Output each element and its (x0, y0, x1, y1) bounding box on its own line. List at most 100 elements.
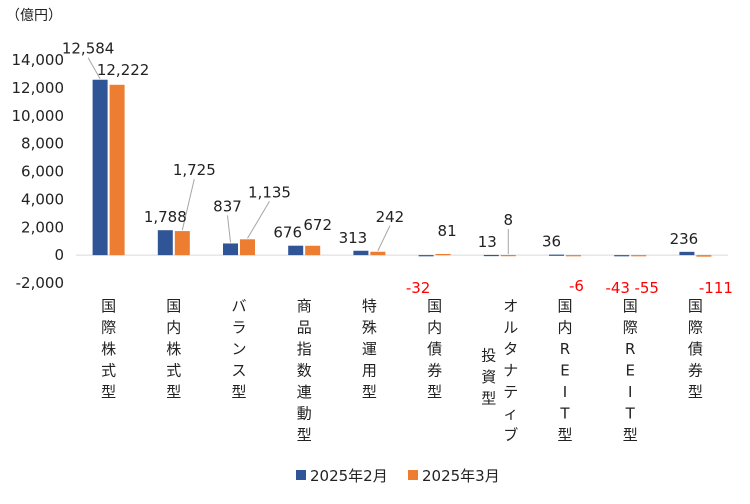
category-char: 券 (688, 362, 703, 380)
category-char: E (560, 362, 569, 380)
category-char: 動 (297, 405, 312, 423)
data-label: 13 (478, 233, 497, 251)
category-char: 内 (166, 319, 181, 337)
category-char: 株 (166, 340, 181, 358)
legend: 2025年2月 2025年3月 (296, 467, 500, 485)
y-tick-label: 4,000 (21, 190, 64, 208)
category-char: 型 (557, 426, 572, 444)
category-char: 型 (297, 426, 312, 444)
bar-feb (92, 79, 108, 256)
data-label: -32 (406, 279, 431, 297)
y-tick-label: 6,000 (21, 163, 64, 181)
category-char: 投 (481, 346, 496, 364)
bar-mar (109, 84, 125, 256)
category-char: ィ (503, 405, 518, 423)
bars (92, 79, 712, 257)
data-labels: 12,584 1,788 837 676 313 -32 13 36 -43 236 12,222 1… (62, 40, 733, 297)
data-label: 676 (273, 224, 302, 242)
data-label: 12,222 (97, 61, 150, 79)
bar-feb (549, 254, 564, 256)
leader-line (181, 178, 195, 231)
category-char: 国 (688, 297, 703, 315)
category-char: 商 (297, 297, 312, 315)
y-tick-label: 14,000 (12, 51, 65, 69)
category-char: 際 (101, 319, 116, 337)
data-label: -111 (699, 279, 733, 297)
category-char: 際 (623, 319, 638, 337)
leader-lines (87, 57, 509, 255)
leader-line (377, 225, 391, 251)
category-char: I (628, 383, 632, 401)
category-char: ス (231, 362, 246, 380)
category-char: バ (231, 297, 246, 315)
category-char: 債 (688, 340, 703, 358)
data-label: -43 (605, 279, 630, 297)
category-char: 型 (688, 383, 703, 401)
leader-line (227, 215, 231, 243)
bar-mar (435, 253, 451, 256)
category-char: ブ (503, 426, 518, 444)
data-label: 1,135 (248, 183, 291, 201)
bar-mar (174, 231, 190, 256)
category-char: 券 (427, 362, 442, 380)
category-char: 用 (362, 362, 377, 380)
category-char: I (563, 383, 567, 401)
bar-feb (288, 245, 304, 256)
category-char: ル (503, 319, 518, 337)
category-char: 型 (481, 389, 496, 407)
category-char: 国 (427, 297, 442, 315)
category-char: 連 (297, 383, 312, 401)
y-tick-label: 12,000 (12, 79, 65, 97)
data-label: 1,788 (144, 208, 187, 226)
category-char: 型 (101, 383, 116, 401)
leader-line (247, 201, 270, 239)
bar-mar (696, 255, 712, 257)
category-char: 型 (427, 383, 442, 401)
category-char: タ (503, 340, 518, 358)
category-char: ナ (503, 362, 518, 380)
category-char: 特 (362, 297, 377, 315)
category-char: 国 (623, 297, 638, 315)
bar-feb (483, 254, 499, 257)
category-char: T (625, 405, 636, 423)
legend-swatch (408, 470, 418, 480)
category-char: 式 (101, 362, 116, 380)
category-labels: 国際株式型国内株式型バランス型商品指数連動型特殊運用型国内債券型オルタナティブ投… (101, 297, 703, 444)
bar-feb (614, 255, 630, 257)
data-label: 1,725 (173, 161, 216, 179)
data-label: 236 (670, 230, 699, 248)
data-label: 672 (303, 216, 332, 234)
category-char: 品 (297, 319, 312, 337)
bar-mar (500, 255, 516, 257)
data-label: 8 (504, 211, 514, 229)
category-char: 指 (297, 340, 312, 358)
category-char: R (560, 340, 570, 358)
category-char: 数 (297, 362, 312, 380)
unit-label: （億円） (6, 8, 62, 24)
category-char: 内 (557, 319, 572, 337)
data-label: 242 (376, 208, 405, 226)
category-char: 資 (481, 368, 496, 386)
category-char: R (625, 340, 635, 358)
bar-mar (631, 255, 647, 257)
data-label: 313 (339, 229, 368, 247)
category-char: 際 (688, 319, 703, 337)
data-label: -6 (569, 277, 584, 295)
bar-feb (679, 251, 695, 256)
category-char: 式 (166, 362, 181, 380)
category-char: E (625, 362, 634, 380)
category-char: 国 (557, 297, 572, 315)
data-label: -55 (634, 279, 659, 297)
category-char: 内 (427, 319, 442, 337)
category-char: 殊 (362, 319, 377, 337)
bar-feb (223, 243, 238, 256)
